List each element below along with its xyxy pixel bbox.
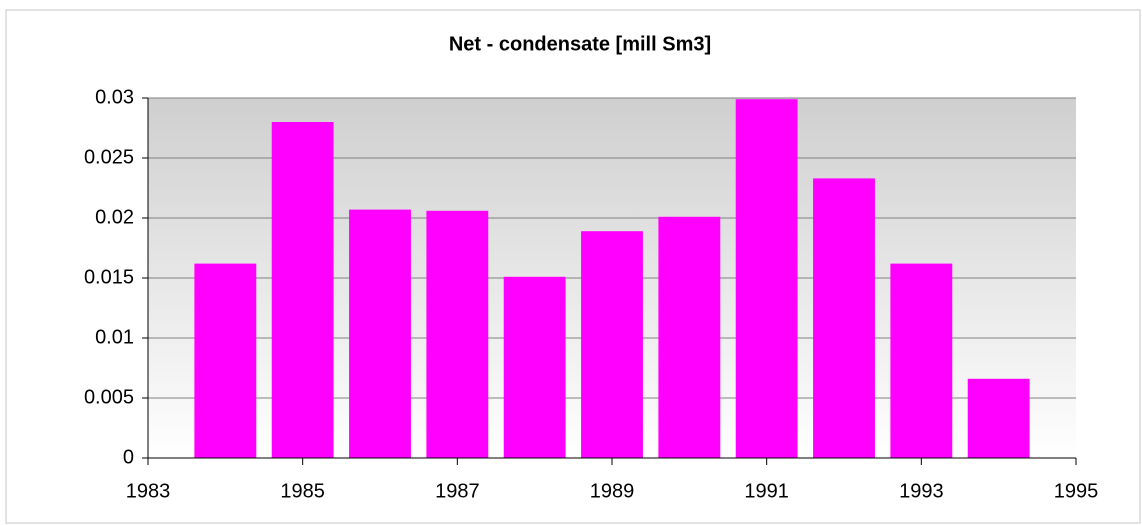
x-tick-label: 1995 <box>1054 480 1099 502</box>
bar <box>735 99 798 458</box>
bar <box>194 263 257 458</box>
y-tick-label: 0.015 <box>84 266 134 288</box>
y-tick-label: 0 <box>123 446 134 468</box>
bar <box>349 209 411 458</box>
bar <box>581 231 643 458</box>
bar <box>271 122 334 458</box>
bar <box>503 276 566 458</box>
bar <box>658 216 721 458</box>
x-tick-label: 1985 <box>280 480 325 502</box>
x-tick-label: 1983 <box>126 480 171 502</box>
x-tick-label: 1991 <box>744 480 789 502</box>
bar <box>967 378 1030 458</box>
y-tick-label: 0.02 <box>95 206 134 228</box>
bar <box>813 178 875 458</box>
y-tick-label: 0.01 <box>95 326 134 348</box>
bar <box>426 210 489 458</box>
chart-title: Net - condensate [mill Sm3] <box>449 33 711 55</box>
x-tick-label: 1993 <box>899 480 944 502</box>
bar <box>890 263 953 458</box>
y-tick-label: 0.03 <box>95 86 134 108</box>
x-tick-label: 1987 <box>435 480 480 502</box>
y-tick-label: 0.005 <box>84 386 134 408</box>
x-tick-label: 1989 <box>590 480 635 502</box>
y-tick-label: 0.025 <box>84 146 134 168</box>
